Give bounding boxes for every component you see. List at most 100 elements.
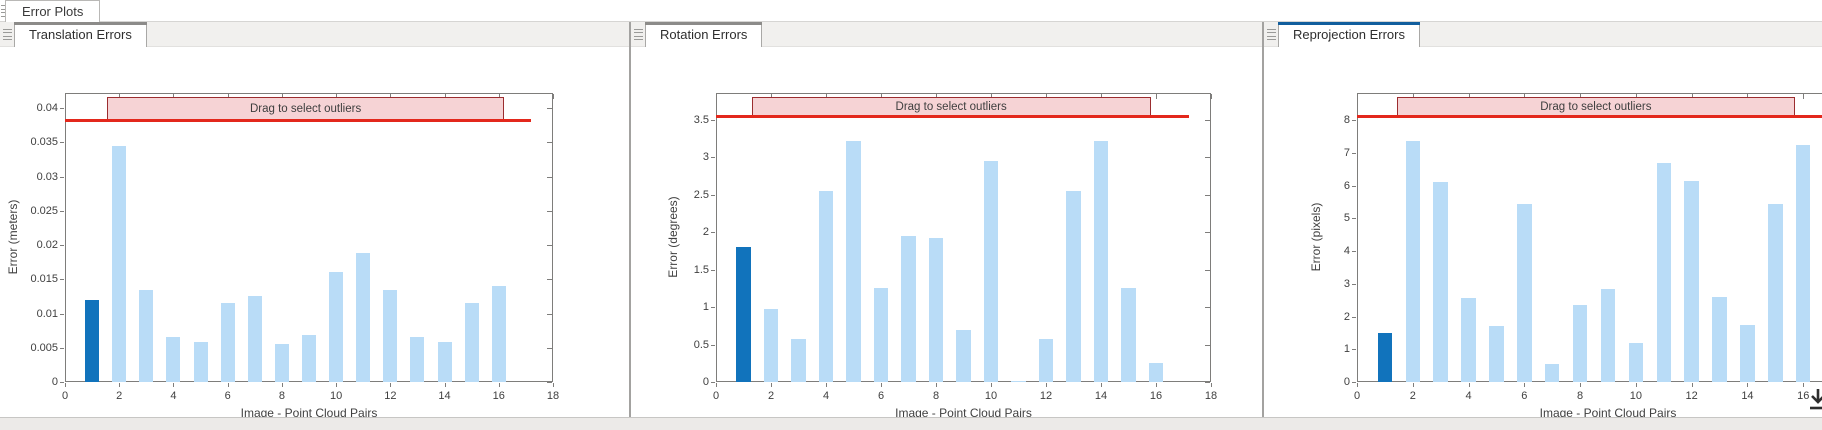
outlier-select-banner[interactable]: Drag to select outliers — [107, 97, 505, 121]
x-tick-label: 18 — [546, 390, 560, 402]
panel-splitter[interactable] — [629, 22, 631, 417]
bar-3[interactable] — [791, 339, 806, 382]
x-tick-label: 14 — [1094, 390, 1108, 402]
bar-7[interactable] — [1544, 363, 1560, 382]
bar-3[interactable] — [139, 289, 154, 382]
x-tick-label: 18 — [1204, 390, 1218, 402]
figure-translation-errors: Drag to select outliers 0 2 4 6 8 10 12 14 16 18 0 0… — [0, 47, 629, 417]
bar-5[interactable] — [846, 140, 861, 382]
bar-4[interactable] — [818, 191, 834, 382]
bar-16[interactable] — [1795, 144, 1811, 382]
axis-tick — [390, 383, 392, 387]
outlier-select-banner[interactable]: Drag to select outliers — [1396, 97, 1795, 117]
bar-12[interactable] — [1038, 339, 1054, 382]
bar-9[interactable] — [956, 329, 971, 382]
bar-12[interactable] — [383, 289, 398, 382]
bar-10[interactable] — [1628, 342, 1644, 382]
tab-rotation-errors[interactable]: Rotation Errors — [645, 22, 763, 47]
axis-tick — [547, 313, 552, 315]
bar-13[interactable] — [410, 336, 425, 382]
bar-9[interactable] — [1600, 288, 1616, 382]
bar-1[interactable] — [736, 247, 751, 382]
drag-grip-icon[interactable] — [1267, 29, 1276, 40]
bar-2[interactable] — [112, 145, 127, 382]
bar-2[interactable] — [1405, 141, 1421, 382]
bar-14[interactable] — [437, 342, 452, 382]
panel-tab-bar: Reprojection Errors — [1264, 22, 1822, 47]
bar-16[interactable] — [491, 286, 506, 382]
bar-8[interactable] — [928, 238, 944, 382]
bar-14[interactable] — [1740, 324, 1755, 382]
x-tick-label: 4 — [822, 390, 830, 402]
axis-tick — [1205, 157, 1210, 159]
axis-tick — [1205, 119, 1210, 121]
y-tick-label: 0 — [702, 376, 709, 388]
bar-1[interactable] — [1377, 332, 1393, 382]
axis-tick — [1580, 383, 1582, 387]
bar-13[interactable] — [1066, 191, 1081, 382]
bar-10[interactable] — [329, 272, 344, 382]
export-icon[interactable] — [1807, 387, 1822, 416]
drag-grip-icon[interactable] — [3, 29, 12, 40]
bar-15[interactable] — [464, 302, 479, 382]
bar-3[interactable] — [1433, 182, 1448, 382]
panel-splitter[interactable] — [1262, 22, 1264, 417]
axis-tick — [1412, 94, 1414, 99]
x-tick-label: 16 — [1149, 390, 1163, 402]
axis-tick — [1635, 94, 1637, 99]
bar-15[interactable] — [1121, 288, 1136, 382]
bar-11[interactable] — [1011, 380, 1026, 382]
bar-13[interactable] — [1712, 296, 1727, 382]
axis-tick — [826, 94, 827, 99]
axis-tick — [1211, 94, 1212, 99]
bar-9[interactable] — [301, 335, 317, 382]
bar-12[interactable] — [1684, 180, 1699, 382]
bar-15[interactable] — [1768, 203, 1783, 382]
bar-2[interactable] — [763, 308, 779, 382]
tab-error-plots[interactable]: Error Plots — [5, 0, 101, 22]
bar-4[interactable] — [166, 337, 181, 382]
bar-11[interactable] — [1656, 162, 1672, 382]
tab-reprojection-errors-label: Reprojection Errors — [1293, 27, 1405, 42]
axis-tick — [281, 94, 283, 99]
axis-tick — [1352, 382, 1356, 383]
axis-tick — [1747, 383, 1749, 387]
axis-tick — [1352, 316, 1356, 318]
tab-translation-errors[interactable]: Translation Errors — [14, 22, 147, 47]
bar-5[interactable] — [1489, 326, 1504, 382]
y-tick-label: 0.01 — [36, 307, 58, 320]
bar-4[interactable] — [1461, 297, 1476, 382]
bar-8[interactable] — [274, 343, 289, 382]
axis-tick — [1205, 344, 1210, 346]
y-tick-label: 7 — [1343, 146, 1350, 159]
axis-tick — [173, 94, 175, 99]
axis-tick — [1468, 383, 1470, 387]
x-tick-label: 8 — [1577, 390, 1584, 402]
axis-tick — [547, 210, 552, 212]
axis-tick — [498, 383, 500, 387]
bar-7[interactable] — [901, 236, 916, 382]
bar-16[interactable] — [1148, 363, 1164, 382]
bar-6[interactable] — [220, 302, 235, 382]
bar-6[interactable] — [873, 288, 889, 382]
x-tick-label: 8 — [278, 390, 285, 402]
axis-tick — [547, 245, 552, 247]
bar-1[interactable] — [85, 299, 100, 382]
bar-11[interactable] — [356, 253, 371, 382]
axis-tick — [936, 94, 937, 99]
bar-8[interactable] — [1572, 305, 1588, 382]
y-tick-label: 6 — [1343, 179, 1350, 192]
bar-14[interactable] — [1093, 140, 1109, 382]
bar-10[interactable] — [983, 161, 999, 382]
x-tick-label: 14 — [438, 390, 451, 402]
drag-grip-icon[interactable] — [634, 29, 643, 40]
axis-tick — [1412, 383, 1414, 387]
y-tick-label: 0.015 — [30, 273, 58, 286]
tab-reprojection-errors[interactable]: Reprojection Errors — [1278, 22, 1420, 47]
bar-5[interactable] — [193, 342, 208, 382]
bar-6[interactable] — [1517, 203, 1532, 382]
outlier-select-banner[interactable]: Drag to select outliers — [751, 97, 1151, 117]
axis-tick — [1211, 383, 1212, 387]
bar-7[interactable] — [247, 295, 262, 382]
axis-tick — [1205, 232, 1210, 234]
